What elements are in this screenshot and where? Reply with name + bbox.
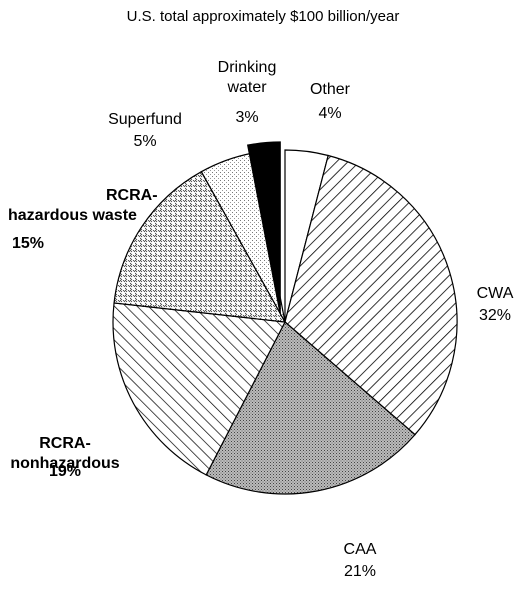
slice-label: CWA	[476, 285, 514, 302]
value-label: 4%	[318, 105, 342, 122]
chart-title: U.S. total approximately $100 billion/ye…	[126, 8, 400, 25]
value-label: 21%	[343, 563, 377, 580]
value-label: 5%	[133, 133, 157, 150]
pie-slice	[112, 302, 286, 476]
pie-slice	[284, 154, 458, 436]
pie-slice	[246, 141, 281, 315]
value-label: 3%	[235, 109, 259, 126]
slice-label: Superfund	[108, 111, 182, 128]
pie	[112, 141, 458, 495]
pie-slice	[113, 170, 287, 323]
slice-label: RCRA-nonhazardous	[10, 435, 120, 472]
slice-label: Drinking water	[217, 59, 277, 96]
slice-label: RCRA-hazardous waste	[8, 187, 158, 224]
slice-label: CAA	[343, 541, 377, 558]
slice-label: Other	[309, 81, 350, 98]
pie-slice	[205, 321, 416, 495]
value-label: 32%	[478, 307, 512, 324]
value-label: 19%	[48, 463, 82, 480]
value-label: 15%	[11, 235, 45, 252]
